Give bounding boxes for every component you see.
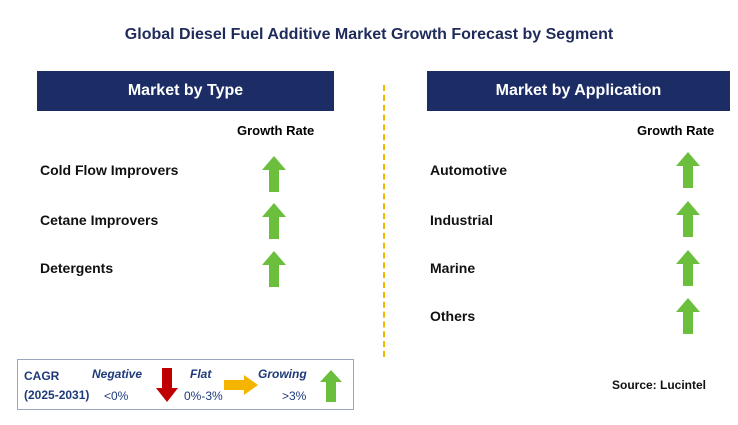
application-row-industrial: Industrial	[430, 212, 494, 228]
right-arrow-icon	[224, 375, 258, 395]
type-growth-rate-label: Growth Rate	[237, 123, 315, 138]
up-arrow-icon	[262, 251, 286, 287]
market-by-type-header: Market by Type	[37, 71, 334, 111]
up-arrow-icon	[262, 156, 286, 192]
type-row-detergents: Detergents	[40, 260, 114, 276]
up-arrow-icon	[676, 250, 700, 286]
up-arrow-icon	[676, 298, 700, 334]
up-arrow-icon	[676, 152, 700, 188]
down-arrow-icon	[156, 368, 178, 402]
legend-negative-value: <0%	[104, 389, 129, 403]
market-by-application-header: Market by Application	[427, 71, 730, 111]
up-arrow-icon	[320, 370, 342, 402]
cagr-legend	[17, 359, 354, 410]
application-growth-rate-label: Growth Rate	[637, 123, 715, 138]
legend-growing-label: Growing	[258, 367, 307, 381]
application-row-automotive: Automotive	[430, 162, 507, 178]
source-note: Source: Lucintel	[612, 378, 707, 392]
legend-period: (2025-2031)	[24, 388, 90, 402]
legend-flat-label: Flat	[190, 367, 212, 381]
legend-cagr-label: CAGR	[24, 369, 60, 383]
center-divider	[383, 85, 385, 357]
type-row-cold-flow-improvers: Cold Flow Improvers	[40, 162, 179, 178]
type-row-cetane-improvers: Cetane Improvers	[40, 212, 159, 228]
application-row-others: Others	[430, 308, 476, 324]
legend-growing-value: >3%	[282, 389, 307, 403]
up-arrow-icon	[262, 203, 286, 239]
legend-flat-value: 0%-3%	[184, 389, 223, 403]
legend-negative-label: Negative	[92, 367, 143, 381]
up-arrow-icon	[676, 201, 700, 237]
page-title: Global Diesel Fuel Additive Market Growt…	[124, 26, 614, 43]
application-row-marine: Marine	[430, 260, 476, 276]
